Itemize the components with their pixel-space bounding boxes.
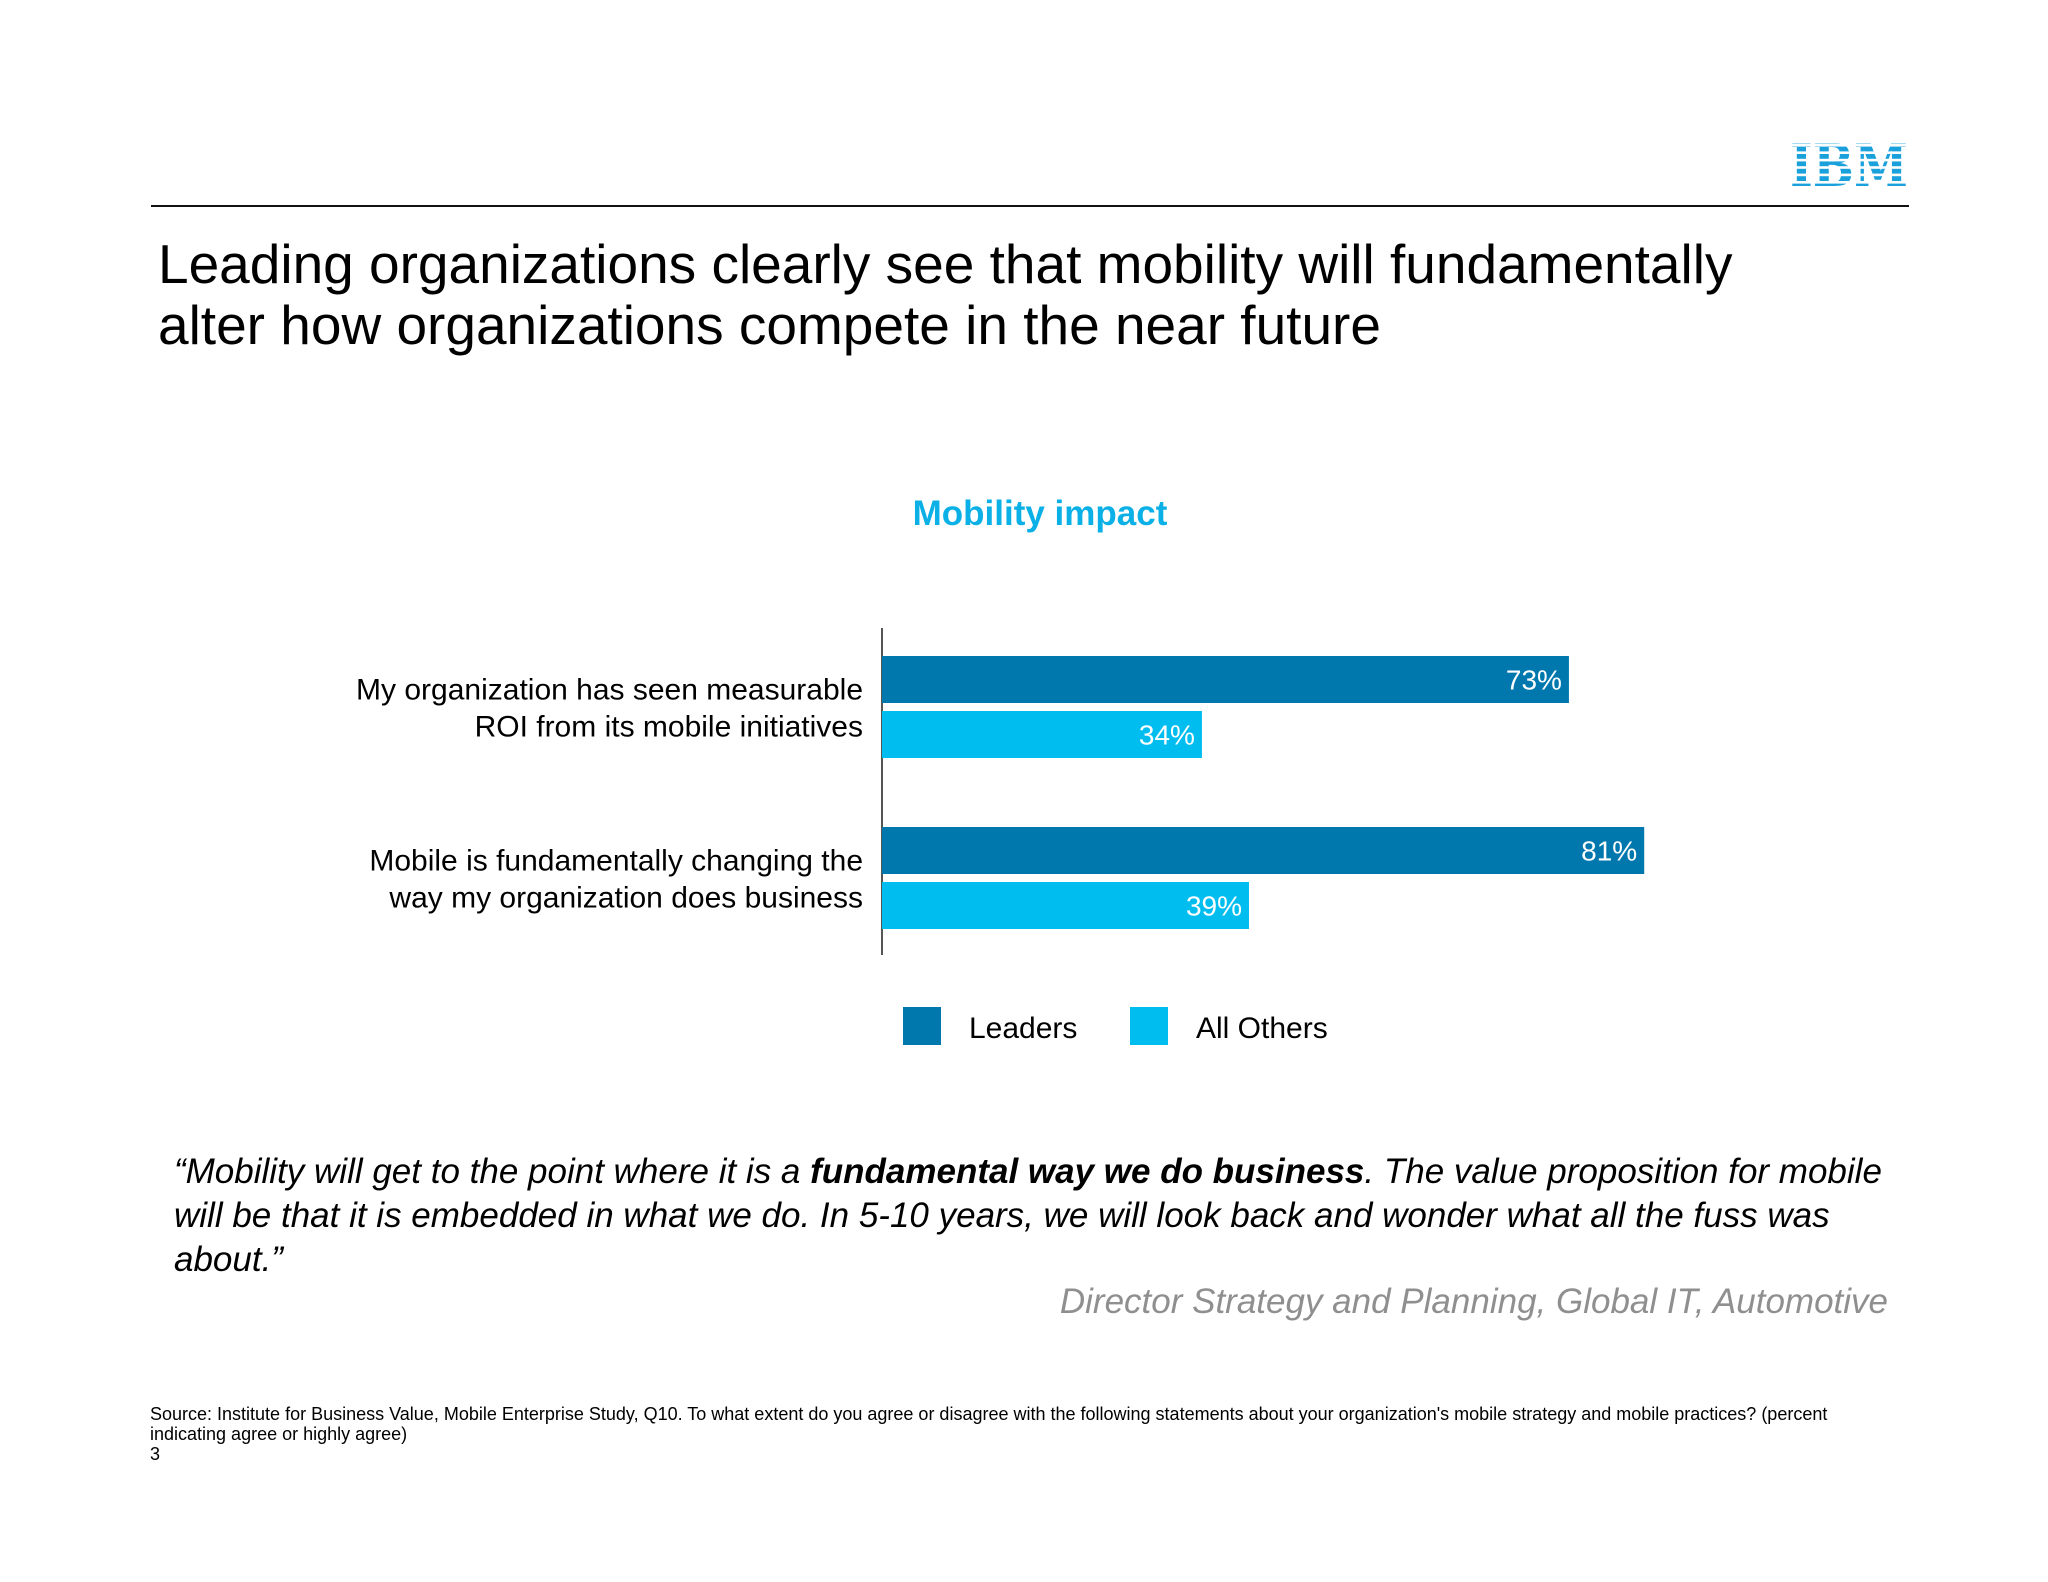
quote-part-1: “Mobility will get to the point where it… (174, 1152, 811, 1191)
category-label: ROI from its mobile initiatives (475, 711, 863, 744)
category-label: way my organization does business (388, 882, 863, 915)
legend-swatch (903, 1007, 941, 1045)
chart-title: Mobility impact (913, 494, 1168, 533)
bar-all-others (882, 711, 1202, 758)
legend-swatch (1130, 1007, 1168, 1045)
data-label: 39% (1186, 891, 1242, 922)
quote-emphasis: fundamental way we do business (810, 1152, 1365, 1191)
page-number: 3 (150, 1444, 161, 1464)
bar-all-others (882, 882, 1249, 929)
page-title-line-1: Leading organizations clearly see that m… (158, 233, 1733, 295)
ibm-logo: IBM (1790, 139, 1908, 189)
data-label: 34% (1139, 720, 1195, 751)
header-rule (151, 205, 1909, 207)
page-title-line-2: alter how organizations compete in the n… (158, 294, 1381, 356)
source-note: Source: Institute for Business Value, Mo… (150, 1404, 1828, 1444)
page-title: Leading organizations clearly see that m… (158, 234, 1878, 356)
category-label: My organization has seen measurable (356, 674, 863, 707)
executive-quote: “Mobility will get to the point where it… (174, 1150, 1894, 1282)
data-label: 81% (1581, 836, 1637, 867)
quote-part-2: . The value proposition for mobile will … (174, 1152, 1882, 1279)
data-label: 73% (1506, 665, 1562, 696)
bar-leaders (882, 827, 1645, 874)
legend-label: All Others (1196, 1012, 1328, 1045)
svg-text:IBM: IBM (1790, 139, 1908, 189)
bar-leaders (882, 656, 1569, 703)
legend-label: Leaders (969, 1012, 1077, 1045)
quote-attribution: Director Strategy and Planning, Global I… (1059, 1282, 1888, 1321)
category-label: Mobile is fundamentally changing the (369, 845, 863, 878)
